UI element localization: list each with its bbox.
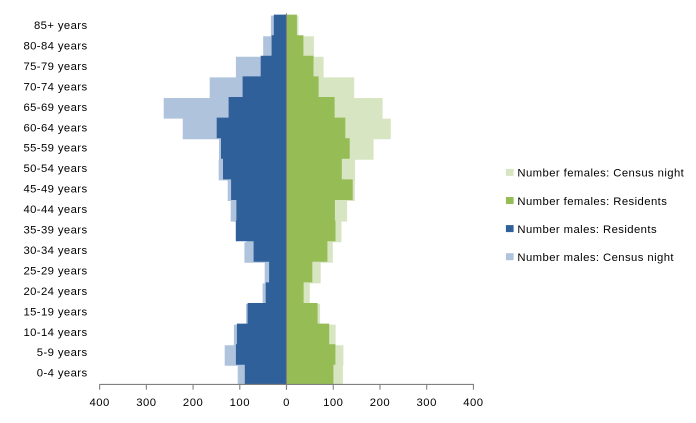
svg-text:Number females: Residents: Number females: Residents <box>517 196 667 208</box>
svg-text:Number males: Census night: Number males: Census night <box>517 252 674 264</box>
svg-text:100: 100 <box>230 397 250 409</box>
svg-text:50-54 years: 50-54 years <box>23 163 87 175</box>
svg-text:100: 100 <box>323 397 343 409</box>
svg-text:400: 400 <box>463 397 483 409</box>
svg-text:40-44 years: 40-44 years <box>23 204 87 216</box>
svg-text:200: 200 <box>370 397 390 409</box>
svg-text:15-19 years: 15-19 years <box>23 306 87 318</box>
svg-text:Number females: Census night: Number females: Census night <box>517 168 684 180</box>
svg-text:5-9 years: 5-9 years <box>37 347 88 359</box>
svg-text:85+ years: 85+ years <box>34 20 88 32</box>
svg-text:0: 0 <box>283 397 290 409</box>
svg-text:25-29 years: 25-29 years <box>23 265 87 277</box>
svg-text:300: 300 <box>417 397 437 409</box>
svg-text:75-79 years: 75-79 years <box>23 61 87 73</box>
svg-text:45-49 years: 45-49 years <box>23 184 87 196</box>
svg-text:400: 400 <box>89 397 109 409</box>
svg-text:60-64 years: 60-64 years <box>23 122 87 134</box>
svg-text:Number males: Residents: Number males: Residents <box>517 224 657 236</box>
svg-text:65-69 years: 65-69 years <box>23 102 87 114</box>
svg-text:200: 200 <box>183 397 203 409</box>
svg-text:55-59 years: 55-59 years <box>23 143 87 155</box>
svg-text:70-74 years: 70-74 years <box>23 81 87 93</box>
svg-text:10-14 years: 10-14 years <box>23 327 87 339</box>
svg-text:30-34 years: 30-34 years <box>23 245 87 257</box>
svg-text:300: 300 <box>136 397 156 409</box>
svg-text:80-84 years: 80-84 years <box>23 40 87 52</box>
svg-text:0-4 years: 0-4 years <box>37 368 88 380</box>
svg-text:20-24 years: 20-24 years <box>23 286 87 298</box>
svg-text:35-39 years: 35-39 years <box>23 225 87 237</box>
